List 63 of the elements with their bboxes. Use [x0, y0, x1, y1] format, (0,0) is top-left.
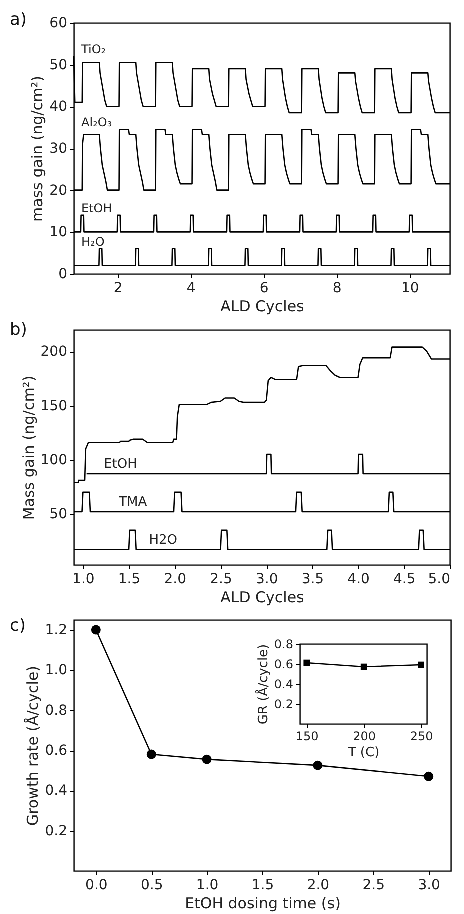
x-tick-label: 4.0 — [348, 572, 370, 588]
x-axis-title: EtOH dosing time (s) — [185, 894, 341, 912]
series-label: EtOH — [104, 457, 138, 472]
x-tick-label: 2.0 — [307, 878, 330, 894]
x-tick-label: 4 — [186, 280, 196, 296]
y-tick-label: 30 — [50, 141, 68, 157]
chart-title: c) — [10, 616, 26, 636]
y-tick-label: 0.2 — [274, 698, 294, 712]
x-tick-label: 3.0 — [418, 878, 440, 894]
series-label: H2O — [149, 532, 178, 548]
series-label: Al₂O₃ — [82, 116, 112, 130]
x-tick-label: 8 — [332, 280, 342, 296]
x-tick-label: 2.0 — [164, 572, 187, 588]
series-label: EtOH — [82, 201, 112, 216]
y-tick-label: 0.8 — [274, 638, 294, 652]
x-tick-label: 3.0 — [256, 572, 278, 588]
y-tick-label: 100 — [40, 452, 68, 468]
y-tick-label: 60 — [50, 16, 68, 32]
x-tick-label: 1.5 — [118, 572, 141, 588]
x-tick-label: 2.5 — [362, 878, 386, 894]
y-tick-label: 200 — [40, 344, 68, 360]
x-tick-label: 250 — [410, 730, 434, 744]
y-tick-label: 0.4 — [45, 783, 68, 800]
y-tick-label: 50 — [50, 57, 68, 74]
y-tick-label: 20 — [50, 182, 68, 199]
x-tick-label: 150 — [296, 730, 319, 744]
y-tick-label: 1.0 — [45, 662, 68, 679]
series-label: TiO₂ — [80, 42, 106, 56]
y-tick-label: 150 — [40, 398, 68, 414]
x-tick-label: 1.0 — [196, 878, 219, 894]
x-tick-label: 0.0 — [86, 878, 108, 894]
x-axis-title: ALD Cycles — [220, 298, 305, 316]
x-tick-label: 6 — [260, 280, 269, 296]
y-tick-label: 1.2 — [45, 622, 68, 639]
chart-title: a) — [10, 10, 28, 30]
chart-title: b) — [10, 320, 28, 340]
y-tick-label: 50 — [50, 506, 68, 523]
x-axis-title: ALD Cycles — [220, 588, 305, 606]
y-tick-label: 10 — [50, 224, 68, 241]
y-tick-label: 0.2 — [45, 823, 68, 840]
x-tick-label: 2 — [114, 280, 123, 296]
x-tick-label: 2.5 — [210, 572, 232, 588]
y-axis-title: mass gain (ng/cm²) — [28, 76, 47, 222]
x-axis-title: T (C) — [347, 746, 380, 760]
y-tick-label: 0.4 — [274, 678, 294, 692]
y-tick-label: 0.6 — [274, 658, 294, 672]
x-tick-label: 4.5 — [394, 572, 416, 588]
y-tick-label: 40 — [50, 99, 68, 116]
x-tick-label: 5.0 — [428, 572, 450, 588]
y-tick-label: 0.8 — [45, 702, 68, 719]
y-axis-title: GR (Å/cycle) — [254, 644, 272, 725]
x-tick-label: 10 — [401, 280, 420, 296]
y-tick-label: 0.6 — [45, 743, 68, 760]
series-label: TMA — [118, 494, 148, 510]
x-tick-label: 0.5 — [140, 878, 164, 894]
x-tick-label: 1.0 — [72, 572, 95, 588]
y-axis-title: Mass gain (ng/cm²) — [20, 376, 38, 520]
x-tick-label: 200 — [353, 730, 376, 744]
y-axis-title: Growth rate (Å/cycle) — [24, 666, 42, 826]
x-tick-label: 1.5 — [252, 878, 274, 894]
y-tick-label: 0 — [58, 266, 68, 282]
x-tick-label: 3.5 — [302, 572, 324, 588]
series-label: H₂O — [82, 234, 105, 249]
